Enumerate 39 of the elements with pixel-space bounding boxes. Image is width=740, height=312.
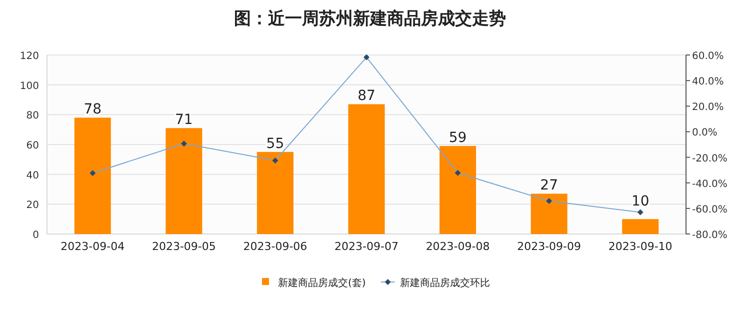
y-tick-label: 40: [26, 170, 39, 182]
bar: [530, 194, 568, 234]
y-tick-label: 20: [26, 200, 39, 212]
data-label: 59: [448, 130, 467, 146]
data-label: 10: [631, 193, 650, 210]
y-tick-label: 60: [26, 140, 39, 152]
y-tick-label: 80: [26, 110, 39, 122]
y2-tick-label: -80.0%: [692, 230, 728, 241]
x-tick-label: 2023-09-05: [152, 240, 216, 253]
data-label: 71: [175, 112, 193, 128]
bar: [348, 104, 385, 234]
y-tick-label: 100: [20, 80, 39, 92]
bar: [74, 118, 111, 234]
x-tick-label: 2023-09-09: [517, 240, 582, 253]
y2-tick-label: 0.0%: [692, 128, 718, 139]
bar: [256, 152, 294, 234]
y2-tick-label: 40.0%: [692, 76, 724, 88]
legend-label: 新建商品房成交环比: [400, 277, 490, 289]
x-tick-label: 2023-09-10: [608, 240, 672, 253]
data-label: 55: [266, 136, 284, 152]
x-tick-label: 2023-09-08: [426, 240, 490, 253]
x-tick-label: 2023-09-07: [334, 240, 398, 253]
y2-tick-label: -40.0%: [692, 178, 728, 190]
data-label: 78: [84, 102, 102, 118]
x-tick-label: 2023-09-06: [243, 240, 308, 253]
bar: [622, 219, 659, 234]
bar: [166, 128, 202, 234]
y2-tick-label: -20.0%: [692, 153, 728, 164]
bar: [440, 146, 476, 234]
x-tick-label: 2023-09-04: [60, 240, 125, 253]
chart-title: 图：近一周苏州新建商品房成交走势: [234, 9, 506, 29]
data-label: 87: [358, 88, 376, 104]
y-tick-label: 0: [32, 230, 39, 241]
y-tick-label: 120: [20, 51, 39, 62]
data-label: 27: [540, 178, 558, 194]
y2-tick-label: 60.0%: [692, 51, 724, 62]
y2-tick-label: -60.0%: [692, 204, 728, 216]
y2-tick-label: 20.0%: [692, 102, 724, 114]
legend-label: 新建商品房成交(套): [278, 277, 366, 289]
